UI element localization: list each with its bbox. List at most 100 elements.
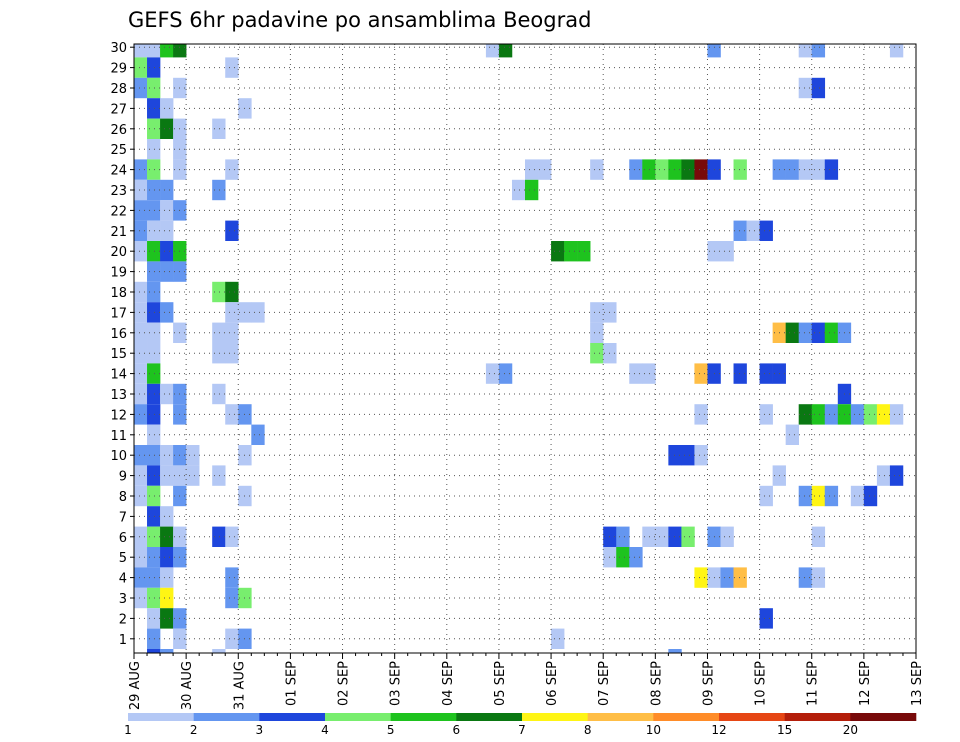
precip-cell (485, 44, 500, 58)
precip-cell (134, 526, 148, 547)
precip-cell (147, 98, 161, 119)
x-axis: 29 AUG 30 AUG 31 AUG 01 SEP 02 SEP 03 SEP 04 S… (128, 653, 925, 710)
precip-cell (616, 547, 630, 568)
precip-cell (134, 179, 148, 201)
precip-cell (160, 526, 174, 547)
precip-cell (186, 445, 200, 466)
precip-cell (811, 567, 826, 588)
precip-cell (212, 118, 226, 139)
precip-cell (147, 424, 161, 445)
precip-cell (525, 159, 539, 180)
heatmap-cells (134, 44, 904, 653)
precip-cell (811, 404, 826, 425)
precip-cell (551, 241, 565, 262)
precip-cell (759, 485, 773, 507)
precip-cell (147, 118, 161, 139)
y-tick-label: 28 (110, 82, 127, 97)
precip-cell (212, 465, 226, 486)
precip-cell (694, 159, 708, 180)
precip-cell (485, 363, 500, 384)
precip-cell (668, 445, 682, 466)
precip-cell (147, 445, 161, 466)
precip-cell (147, 261, 161, 282)
precip-cell (134, 404, 148, 425)
x-tick-label: 11 SEP (806, 661, 821, 706)
y-tick-label: 13 (110, 388, 127, 403)
precip-cell (225, 302, 239, 323)
precip-cell (147, 220, 161, 241)
y-tick-label: 3 (119, 592, 127, 607)
y-tick-label: 15 (110, 347, 127, 362)
precip-cell (134, 44, 148, 58)
precip-cell (746, 220, 760, 241)
precip-cell (147, 302, 161, 323)
y-tick-label: 4 (119, 572, 127, 587)
precip-cell (147, 567, 161, 588)
colorbar-label: 10 (646, 723, 661, 737)
precip-cell (498, 363, 513, 384)
y-tick-label: 8 (119, 490, 127, 505)
precip-cell (134, 343, 148, 364)
precip-cell (889, 404, 904, 425)
precip-cell (212, 649, 226, 653)
x-tick-label: 12 SEP (858, 661, 873, 706)
precip-cell (160, 465, 174, 486)
precip-cell (225, 281, 239, 303)
precip-cell (551, 628, 565, 649)
x-tick-label: 08 SEP (649, 661, 664, 706)
precip-cell (850, 485, 865, 507)
precip-cell (147, 608, 161, 629)
precip-cell (134, 241, 148, 262)
x-tick-label: 04 SEP (441, 661, 456, 706)
colorbar: 1 2 3 4 5 6 7 8 10 12 15 20 (124, 713, 917, 737)
precip-cell (134, 322, 148, 343)
y-tick-label: 21 (110, 225, 127, 240)
precip-cell (212, 179, 226, 201)
precip-cell (811, 485, 826, 507)
chart-title: GEFS 6hr padavine po ansamblima Beograd (128, 8, 591, 32)
precip-cell (134, 57, 148, 78)
precip-cell (655, 159, 669, 180)
precip-cell (225, 57, 239, 78)
y-tick-label: 10 (110, 449, 127, 464)
precip-cell (160, 302, 174, 323)
precip-cell (668, 526, 682, 547)
colorbar-label: 3 (256, 723, 264, 737)
precip-cell (511, 179, 526, 201)
precip-cell (251, 424, 265, 445)
precip-cell (564, 241, 578, 262)
precip-cell (147, 57, 161, 78)
y-tick-label: 27 (110, 102, 127, 117)
precip-cell (147, 587, 161, 609)
precip-cell (147, 343, 161, 364)
precip-cell (212, 281, 226, 303)
colorbar-label: 6 (453, 723, 461, 737)
x-tick-label: 29 AUG (128, 661, 143, 710)
y-tick-label: 9 (119, 470, 127, 485)
colorbar-swatch (128, 713, 194, 721)
precip-cell (759, 608, 773, 629)
y-tick-label: 20 (110, 245, 127, 260)
precip-cell (225, 322, 239, 343)
precip-cell (251, 302, 265, 323)
colorbar-swatch (719, 713, 785, 721)
colorbar-label: 2 (190, 723, 198, 737)
precip-cell (733, 567, 747, 588)
precip-cell (798, 77, 813, 99)
precip-cell (668, 649, 682, 653)
precip-cell (629, 547, 643, 568)
precip-cell (147, 281, 161, 303)
precip-cell (668, 159, 682, 180)
y-tick-label: 25 (110, 143, 127, 158)
precip-cell (147, 649, 161, 653)
precip-cell (134, 159, 148, 180)
x-tick-label: 13 SEP (910, 661, 925, 706)
precip-cell (889, 44, 904, 58)
precip-cell (694, 567, 708, 588)
precip-cell (225, 567, 239, 588)
precip-cell (629, 159, 643, 180)
y-axis: 1234567891011121314151617181920212223242… (110, 41, 134, 648)
precip-cell (498, 44, 513, 58)
precip-cell (134, 77, 148, 99)
precip-cell (160, 44, 174, 58)
